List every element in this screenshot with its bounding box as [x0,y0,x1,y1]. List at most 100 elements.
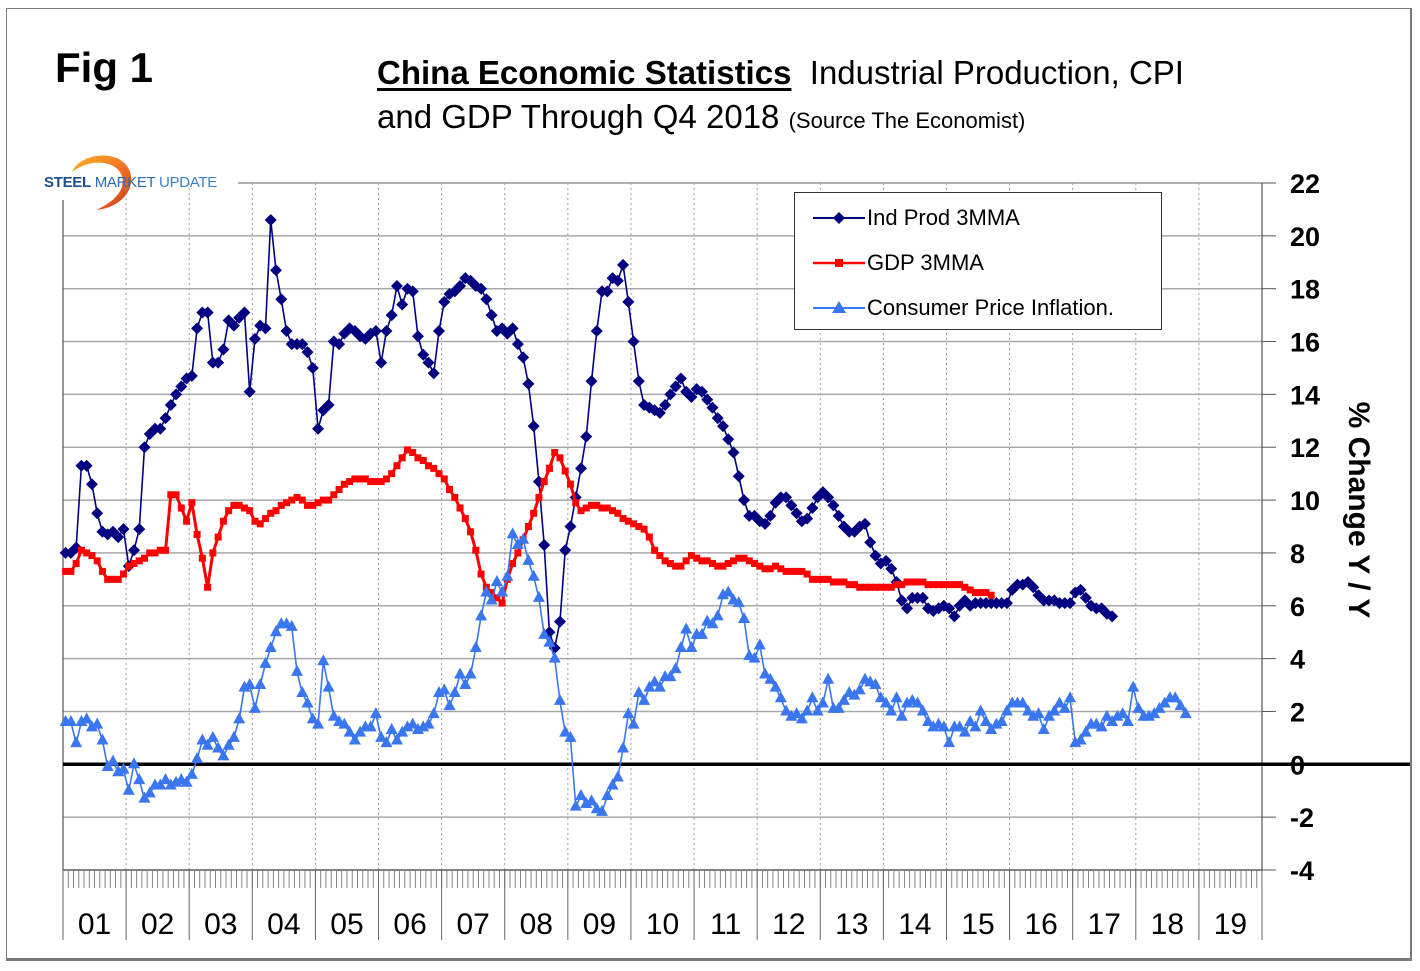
ind-prod-point [580,430,593,443]
cpi-point [143,786,156,798]
gdp-point [361,475,369,483]
cpi-point [517,532,530,544]
ind-prod-point [191,322,204,335]
ind-prod-point [790,507,803,520]
chart-title-rest: Industrial Production, CPI [809,54,1184,91]
gdp-point [871,583,879,591]
ind-prod-point [827,499,840,512]
ind-prod-point [711,412,724,425]
ind-prod-point [506,322,519,335]
ind-prod-point [133,523,146,536]
legend-item-ind-prod: Ind Prod 3MMA [795,203,1161,233]
ind-prod-point [627,335,640,348]
ind-prod-point [864,536,877,549]
gdp-point [693,554,701,562]
cpi-point [753,638,766,650]
cpi-point [680,622,693,634]
cpi-point [816,696,829,708]
cpi-point [485,593,498,605]
gdp-point [766,565,774,573]
gdp-point [377,478,385,486]
cpi-point [475,609,488,621]
gdp-point [588,501,596,509]
cpi-point [601,789,614,801]
y-tick-label: 8 [1290,539,1305,569]
ind-prod-point [653,406,666,419]
cpi-point [674,641,687,653]
cpi-point [306,712,319,724]
cpi-point [248,701,261,713]
ind-prod-point [822,491,835,504]
ind-prod-point [780,491,793,504]
gdp-point [856,583,864,591]
ind-prod-point [217,343,230,356]
gdp-point [451,493,459,501]
ind-prod-point [259,322,272,335]
y-tick-label: -2 [1290,803,1314,833]
cpi-point [296,685,309,697]
legend-triangle-icon [813,301,865,313]
gdp-point [304,501,312,509]
ind-prod-point [722,433,735,446]
ind-prod-point [1079,591,1092,604]
gdp-point [935,581,943,589]
cpi-point [117,762,130,774]
cpi-point [748,651,761,663]
cpi-point [369,707,382,719]
cpi-point [1132,701,1145,713]
gdp-point [803,570,811,578]
cpi-point [1037,722,1050,734]
ind-prod-point [380,324,393,337]
ind-prod-point [227,319,240,332]
cpi-point [322,680,335,692]
y-tick-label: 18 [1290,275,1320,305]
gdp-point [72,559,80,567]
gdp-point [551,449,559,457]
cpi-point [222,738,235,750]
cpi-point [291,664,304,676]
ind-prod-point [574,462,587,475]
gdp-point [88,552,96,560]
cpi-point [91,717,104,729]
gdp-point [772,562,780,570]
ind-prod-point [858,517,871,530]
ind-prod-point [385,309,398,322]
gdp-point [493,594,501,602]
cpi-point [496,585,509,597]
x-tick-label: 06 [393,908,426,941]
gdp-point [703,557,711,565]
cpi-point [769,680,782,692]
ind-prod-point [275,293,288,306]
ind-prod-point [1106,610,1119,623]
gdp-point [298,496,306,504]
cpi-point [469,641,482,653]
cpi-point [532,590,545,602]
ind-prod-point [322,398,335,411]
legend-label: Consumer Price Inflation. [867,295,1114,320]
cpi-point [574,789,587,801]
cpi-point [911,696,924,708]
ind-prod-point [879,554,892,567]
gdp-point [435,470,443,478]
ind-prod-point [438,295,451,308]
cpi-point [780,704,793,716]
cpi-point [522,553,535,565]
cpi-point [501,569,514,581]
gdp-point [698,557,706,565]
gdp-point [793,567,801,575]
cpi-point [212,741,225,753]
gdp-point [630,520,638,528]
gdp-point [677,562,685,570]
x-tick-label: 01 [78,908,111,941]
gdp-point [577,507,585,515]
cpi-point [343,725,356,737]
cpi-point [569,799,582,811]
cpi-point [196,733,209,745]
gdp-point [335,486,343,494]
steel-market-update-logo: STEEL MARKET UPDATE [40,150,250,212]
gdp-point [156,546,164,554]
cpi-point [464,667,477,679]
legend-item-gdp: GDP 3MMA [795,248,1161,278]
cpi-point [711,609,724,621]
cpi-point [348,733,361,745]
